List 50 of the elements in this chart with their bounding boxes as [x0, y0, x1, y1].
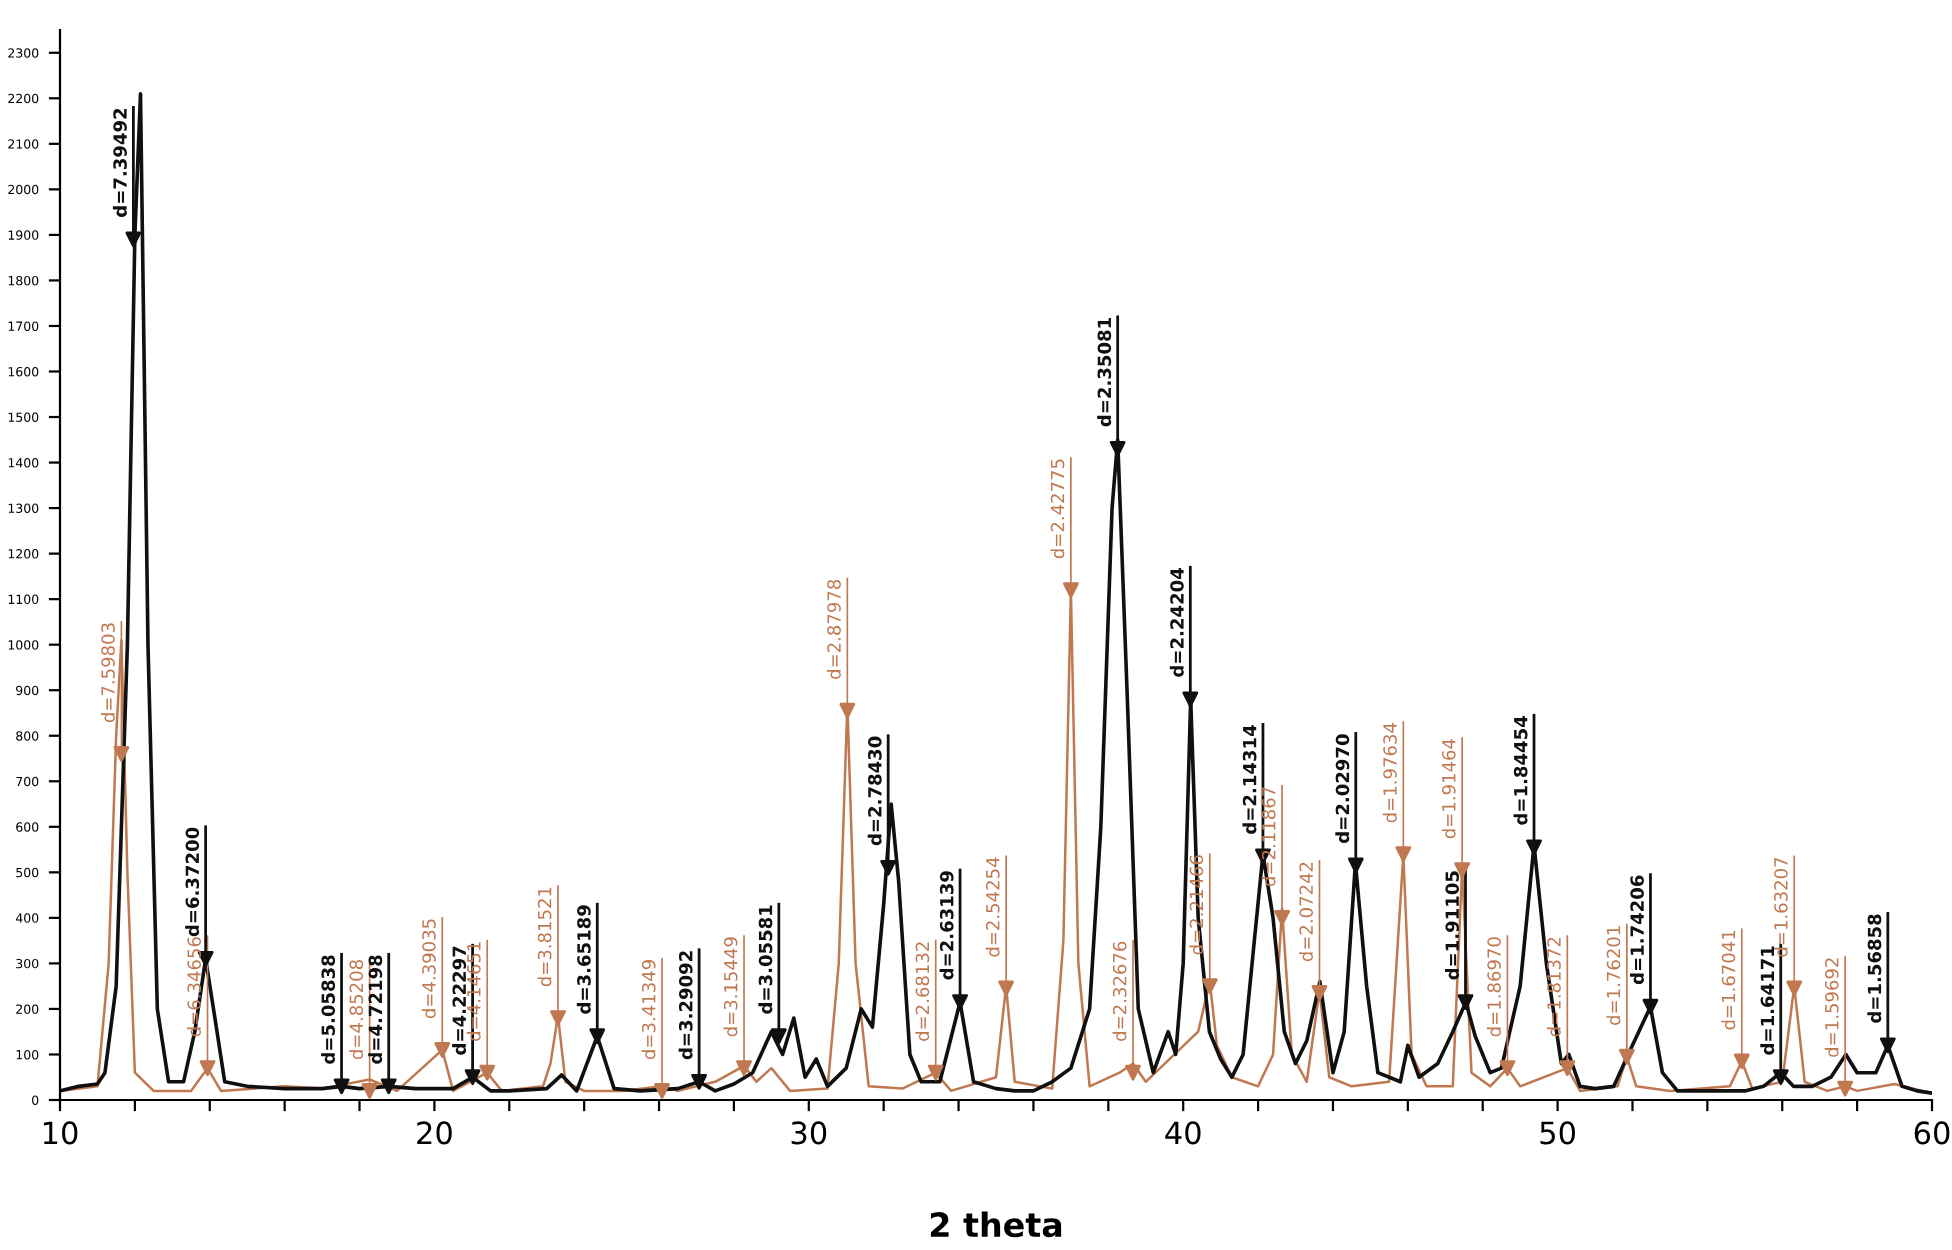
annotation: d=2.78430 [867, 736, 882, 846]
annotation: d=7.39492 [112, 108, 127, 217]
annotation: d=2.32676 [1112, 941, 1127, 1041]
annotation: d=2.21466 [1189, 855, 1204, 955]
annotation: d=3.81521 [537, 887, 552, 987]
annotation: d=6.34656 [187, 937, 202, 1037]
x-tick-label: 50 [1540, 1121, 1576, 1145]
x-axis-title: 2 theta [930, 1211, 1062, 1238]
annotation: d=3.41349 [641, 960, 656, 1060]
annotation: d=2.87978 [826, 579, 841, 679]
x-tick-label: 40 [1165, 1121, 1201, 1145]
annotation: d=1.84454 [1513, 716, 1528, 825]
annotation: d=2.11867 [1261, 787, 1276, 887]
annotation: d=1.91464 [1441, 739, 1456, 839]
annotation: d=2.35081 [1097, 318, 1112, 427]
annotation: d=2.14314 [1242, 725, 1257, 834]
annotation: d=1.64171 [1760, 946, 1775, 1055]
annotation: d=1.67041 [1721, 930, 1736, 1030]
annotation: d=3.15449 [723, 937, 738, 1037]
annotation: d=2.68132 [915, 942, 930, 1041]
annotation: d=4.85208 [349, 960, 364, 1060]
annotation: d=1.97634 [1382, 723, 1397, 823]
annotation: d=1.76201 [1606, 926, 1621, 1025]
x-tick-label: 30 [791, 1121, 827, 1145]
annotation: d=1.56858 [1867, 914, 1882, 1023]
annotation: d=2.07242 [1299, 862, 1313, 962]
annotation: d=2.24204 [1169, 568, 1184, 677]
annotation: d=7.59803 [100, 623, 115, 723]
annotation: d=2.42775 [1050, 459, 1065, 559]
annotation: d=3.29092 [678, 951, 693, 1060]
x-tick-label: 10 [43, 1121, 78, 1145]
annotation: d=3.05581 [758, 905, 773, 1014]
annotation: d=2.02970 [1335, 734, 1350, 843]
annotation: d=4.39035 [421, 919, 436, 1019]
annotation: d=1.59692 [1824, 958, 1839, 1057]
annotation: d=1.81372 [1546, 937, 1561, 1037]
annotation: d=1.91105 [1445, 871, 1459, 980]
annotation: d=3.65189 [576, 905, 591, 1014]
annotation: d=2.54254 [985, 857, 1000, 957]
annotation: d=4.72198 [368, 955, 383, 1064]
annotation: d=5.05838 [321, 955, 336, 1064]
annotation: d=2.63139 [939, 871, 954, 980]
annotation: d=1.74206 [1629, 875, 1644, 985]
x-tick-label: 20 [417, 1121, 452, 1145]
x-tick-label: 60 [1914, 1121, 1950, 1145]
annotation: d=1.86970 [1486, 937, 1501, 1037]
annotation: d=6.37200 [185, 827, 200, 937]
annotation: d=1.63207 [1773, 857, 1788, 957]
annotation: d=4.14651 [466, 942, 481, 1041]
annotation: d=4.22297 [452, 946, 467, 1055]
